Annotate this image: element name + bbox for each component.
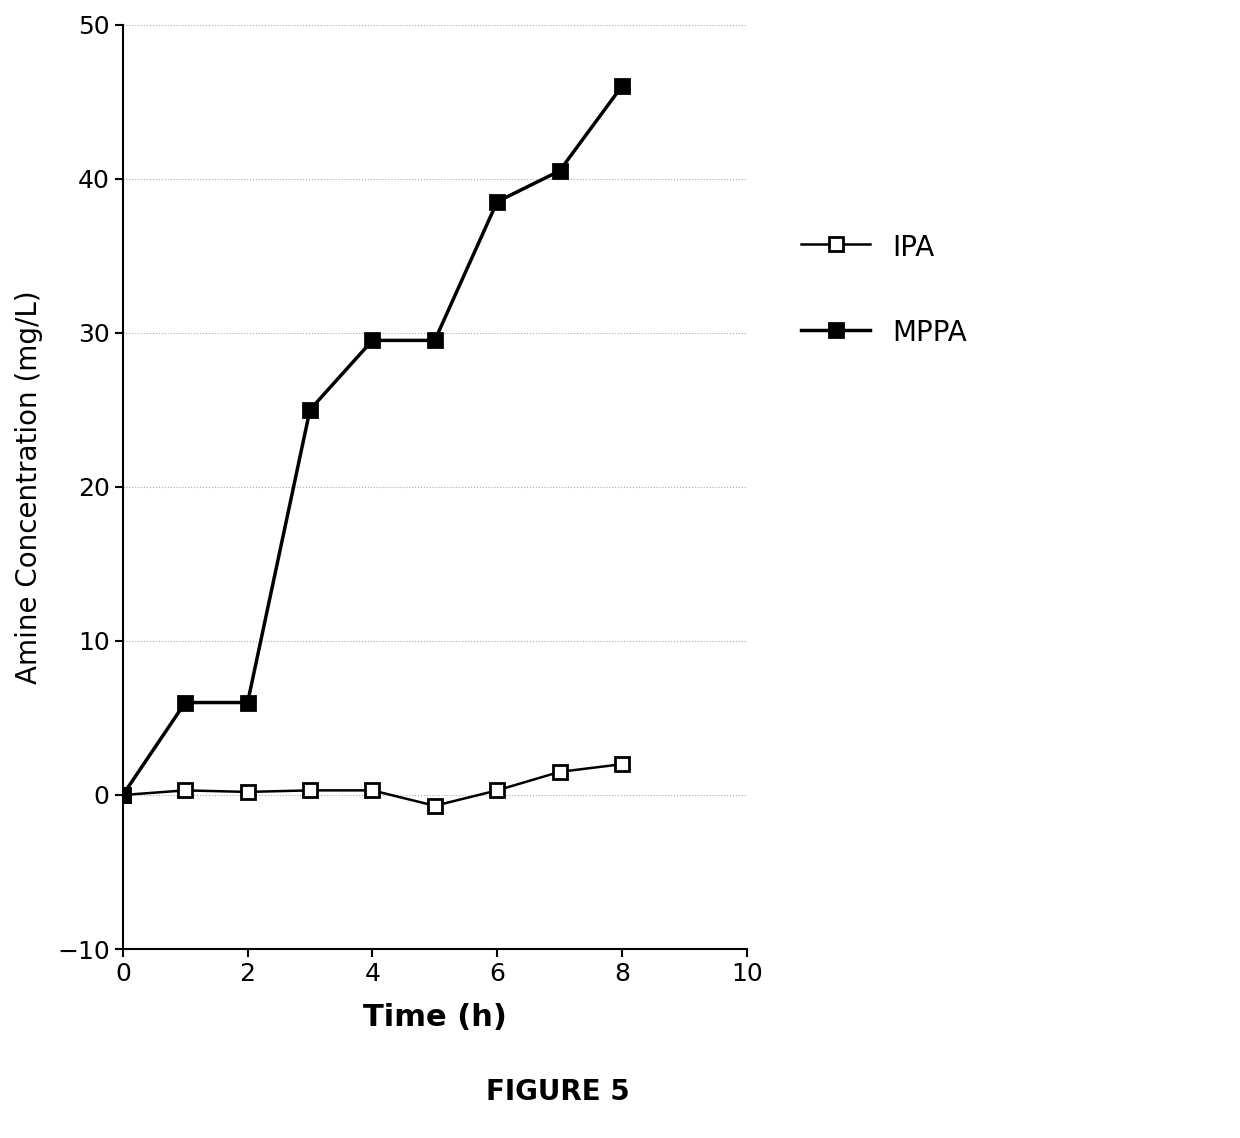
MPPA xyxy=(303,403,317,417)
MPPA xyxy=(490,195,505,208)
Line: MPPA: MPPA xyxy=(115,80,629,802)
MPPA xyxy=(115,789,130,802)
MPPA xyxy=(615,80,630,93)
MPPA xyxy=(552,164,567,178)
Line: IPA: IPA xyxy=(115,757,629,813)
IPA xyxy=(303,784,317,798)
IPA xyxy=(552,765,567,778)
IPA xyxy=(177,784,192,798)
Y-axis label: Amine Concentration (mg/L): Amine Concentration (mg/L) xyxy=(15,290,43,684)
IPA xyxy=(428,799,443,813)
IPA xyxy=(490,784,505,798)
IPA xyxy=(241,785,255,799)
Legend: IPA, MPPA: IPA, MPPA xyxy=(773,205,994,376)
MPPA xyxy=(241,695,255,709)
X-axis label: Time (h): Time (h) xyxy=(363,1003,507,1032)
MPPA xyxy=(365,333,379,347)
MPPA xyxy=(177,695,192,709)
IPA xyxy=(115,789,130,802)
MPPA xyxy=(428,333,443,347)
IPA xyxy=(365,784,379,798)
Text: FIGURE 5: FIGURE 5 xyxy=(486,1079,630,1106)
IPA xyxy=(615,758,630,772)
